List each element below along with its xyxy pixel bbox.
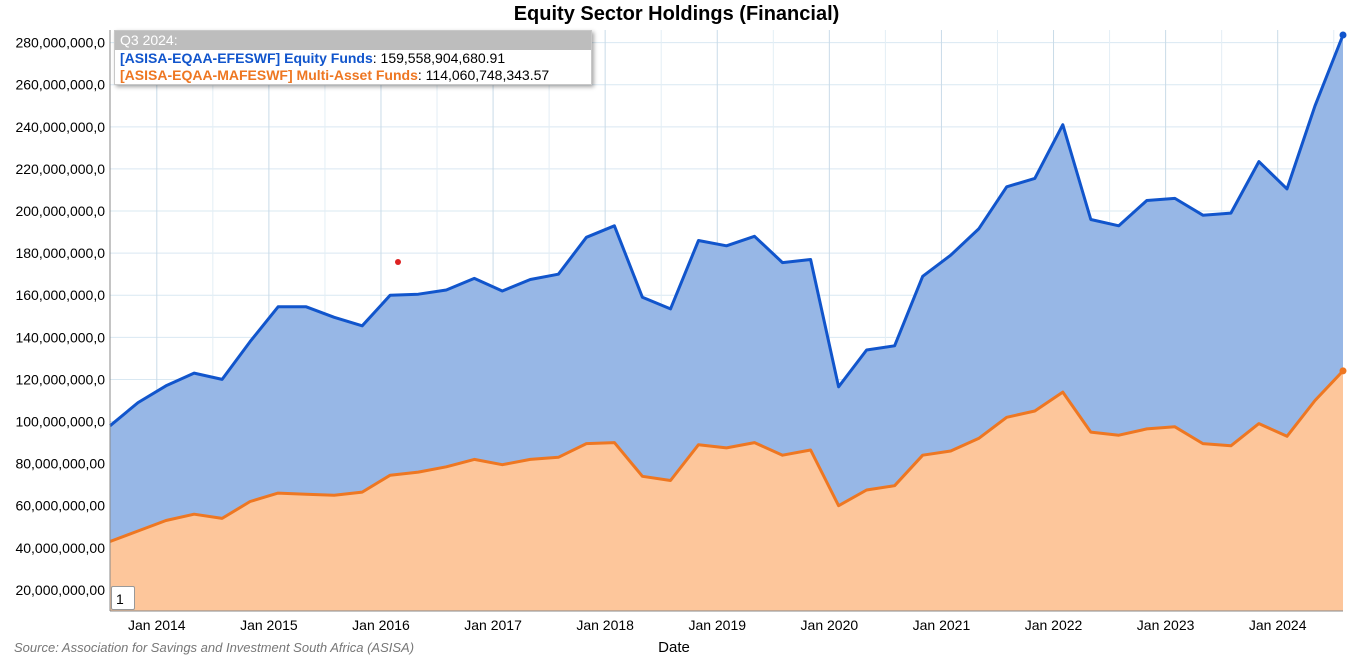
data-marker-dot: [395, 259, 401, 265]
y-tick-label: 80,000,000,00: [15, 456, 105, 472]
x-tick-label: Jan 2023: [1137, 617, 1195, 633]
page-indicator[interactable]: 1: [111, 586, 135, 610]
y-tick-label: 180,000,000,0: [15, 245, 105, 261]
x-tick-label: Jan 2020: [801, 617, 859, 633]
plot-areas: [110, 35, 1343, 611]
x-tick-label: Jan 2014: [128, 617, 186, 633]
y-tick-label: 160,000,000,0: [15, 287, 105, 303]
y-tick-label: 140,000,000,0: [15, 329, 105, 345]
y-tick-label: 100,000,000,0: [15, 414, 105, 430]
axes: 20,000,000,00 40,000,000,00 60,000,000,00 8…: [15, 30, 1343, 656]
tooltip-series-value: 159,558,904,680.91: [380, 50, 506, 66]
tooltip-header: Q3 2024:: [115, 31, 591, 50]
tooltip: Q3 2024: [ASISA-EQAA-EFESWF] Equity Fund…: [114, 30, 592, 85]
x-tick-label: Jan 2024: [1249, 617, 1307, 633]
line-equity: [109, 34, 1345, 427]
tooltip-series-name: [ASISA-EQAA-MAFESWF] Multi-Asset Funds: [120, 67, 418, 83]
x-tick-label: Jan 2019: [688, 617, 746, 633]
plot-lines: [109, 31, 1347, 543]
tooltip-series-name: [ASISA-EQAA-EFESWF] Equity Funds: [120, 50, 373, 66]
y-tick-label: 200,000,000,0: [15, 203, 105, 219]
chart-title: Equity Sector Holdings (Financial): [513, 3, 840, 25]
source-note: Source: Association for Savings and Inve…: [14, 640, 415, 655]
y-tick-label: 260,000,000,0: [15, 77, 105, 93]
y-tick-label: 40,000,000,00: [15, 540, 105, 556]
x-tick-label: Jan 2021: [913, 617, 971, 633]
x-tick-label: Jan 2022: [1025, 617, 1083, 633]
endpoint-marker: [1339, 367, 1347, 375]
tooltip-series-value: 114,060,748,343.57: [425, 67, 550, 83]
x-tick-label: Jan 2015: [240, 617, 298, 633]
y-tick-label: 20,000,000,00: [15, 582, 105, 598]
area-equity: [110, 35, 1343, 542]
endpoint-marker: [1339, 31, 1347, 39]
x-tick-label: Jan 2017: [464, 617, 522, 633]
area-multi-asset: [110, 370, 1343, 611]
line-multi-asset: [109, 369, 1345, 543]
y-tick-label: 60,000,000,00: [15, 498, 105, 514]
y-tick-label: 240,000,000,0: [15, 119, 105, 135]
x-tick-label: Jan 2018: [576, 617, 634, 633]
y-tick-label: 220,000,000,0: [15, 161, 105, 177]
y-tick-label: 120,000,000,0: [15, 371, 105, 387]
x-tick-label: Jan 2016: [352, 617, 410, 633]
x-axis-label: Date: [658, 639, 690, 656]
tooltip-row-equity: [ASISA-EQAA-EFESWF] Equity Funds: 159,55…: [120, 50, 506, 66]
y-tick-label: 280,000,000,0: [15, 35, 105, 51]
tooltip-row-multi-asset: [ASISA-EQAA-MAFESWF] Multi-Asset Funds: …: [120, 67, 550, 83]
